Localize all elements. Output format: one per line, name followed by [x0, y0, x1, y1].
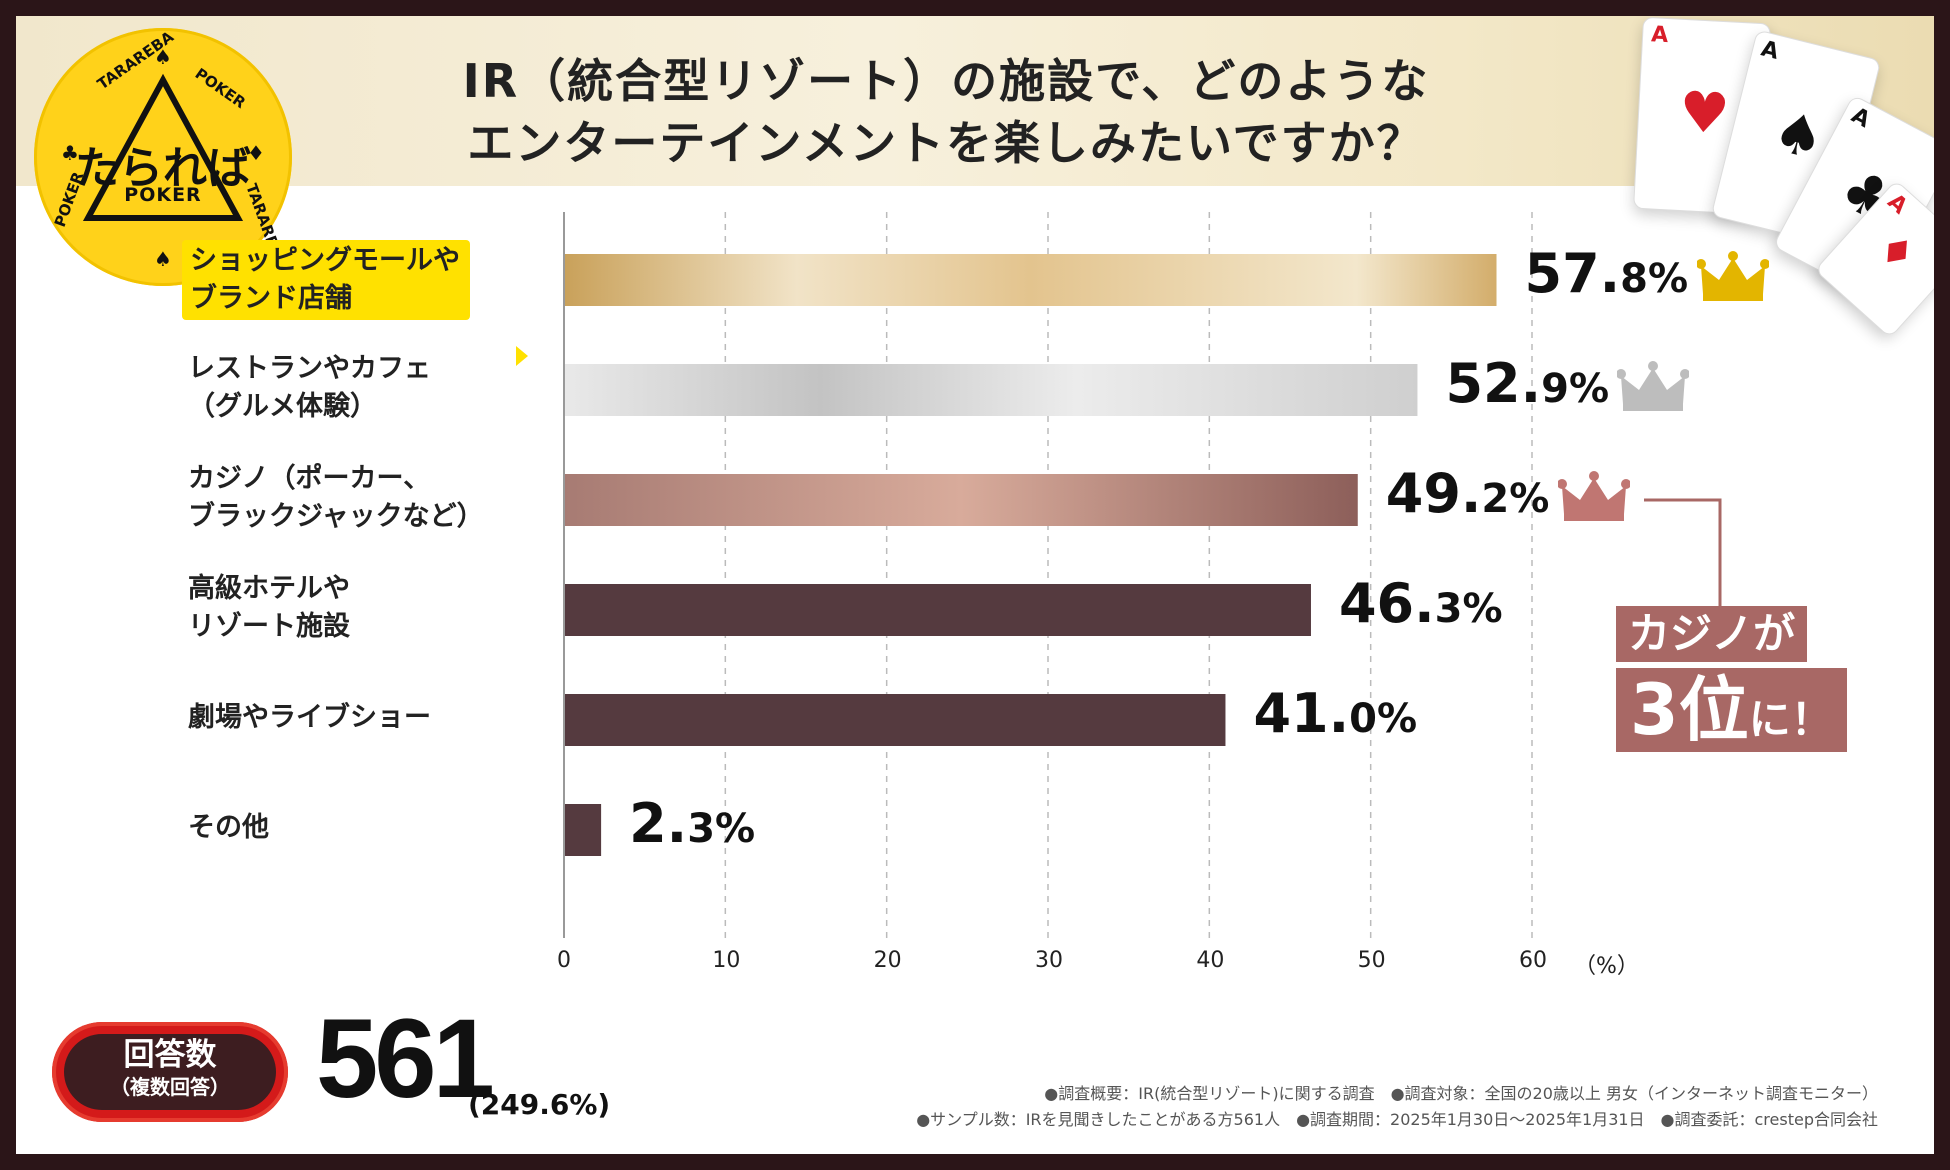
response-count: 561 [316, 996, 495, 1121]
response-count-badge: 回答数 （複数回答） [52, 1022, 288, 1122]
x-tick-label: 10 [712, 948, 741, 973]
badge-title: 回答数 [123, 1037, 217, 1073]
callout-rank-big: 3位 [1630, 669, 1749, 751]
logo-title: たられば [75, 143, 251, 194]
x-axis-unit: （%） [1574, 954, 1639, 979]
svg-text:♠: ♠ [154, 45, 172, 69]
logo-triangle-icon: ♠ ♣ ♦ ♠ TARAREBA POKER TARAREBA POKER [51, 28, 290, 271]
value-int: 46. [1338, 572, 1435, 635]
badge-subtitle: （複数回答） [110, 1075, 230, 1099]
bar [564, 584, 1311, 636]
value-label: 49.2% [1386, 462, 1550, 525]
x-tick-label: 50 [1357, 948, 1386, 973]
crown-icon [1696, 251, 1769, 301]
grid-lines [724, 212, 1533, 938]
value-decimal: 3 [1434, 586, 1463, 632]
highlight-arrow [516, 346, 528, 366]
value-percent: % [1648, 256, 1689, 302]
survey-note-1: ●調査概要：IR(統合型リゾート)に関する調査 ●調査対象：全国の20歳以上 男… [1044, 1084, 1878, 1103]
page-title: IR（統合型リゾート）の施設で、どのような エンターテインメントを楽しみたいです… [396, 50, 1496, 174]
infographic: IR（統合型リゾート）の施設で、どのような エンターテインメントを楽しみたいです… [16, 16, 1934, 1154]
svg-text:♣: ♣ [61, 141, 79, 165]
value-label: 41.0% [1253, 682, 1417, 745]
category-label: その他 [188, 812, 269, 843]
bar [564, 474, 1358, 526]
value-decimal: 8 [1620, 256, 1649, 302]
bar-chart: ショッピングモールや ブランド店舗 57.8% レストランやカフェ （グルメ体験） 5… [16, 16, 1934, 1154]
value-percent: % [1509, 476, 1550, 522]
value-percent: % [715, 806, 756, 852]
value-label: 46.3% [1339, 572, 1503, 635]
response-count-pct: (249.6%) [468, 1088, 611, 1121]
value-int: 52. [1445, 352, 1542, 415]
bars [564, 254, 1497, 856]
value-label: 52.9% [1445, 352, 1609, 415]
value-decimal: 0 [1349, 696, 1377, 742]
x-tick-label: 30 [1035, 948, 1063, 973]
category-label: 劇場やライブショー [188, 702, 431, 733]
category-label: 高級ホテルや リゾート施設 [188, 573, 350, 642]
value-int: 2. [629, 792, 688, 855]
value-decimal: 3 [687, 806, 716, 852]
svg-text:♠: ♠ [154, 247, 172, 271]
value-decimal: 2 [1481, 476, 1510, 522]
chart-canvas [563, 212, 1722, 938]
header-band [16, 16, 1934, 186]
x-tick-label: 20 [873, 948, 902, 973]
x-tick-label: 60 [1519, 948, 1547, 973]
callout-connector [1644, 498, 1722, 616]
bar [564, 694, 1226, 746]
value-label: 57.8% [1525, 242, 1689, 305]
callout-casino: カジノが [1616, 606, 1808, 662]
bar [564, 804, 602, 856]
x-tick-label: 0 [557, 948, 571, 973]
callout-rank-small: に！ [1748, 695, 1833, 744]
category-label: ショッピングモールや ブランド店舗 [182, 240, 470, 320]
value-int: 57. [1524, 242, 1621, 305]
bar [564, 364, 1418, 416]
bar [564, 254, 1497, 306]
title-line-2: エンターテインメントを楽しみたいですか？ [467, 116, 1425, 170]
category-label: レストランやカフェ （グルメ体験） [188, 353, 431, 422]
survey-note-2: ●サンプル数：IRを見聞きしたことがある方561人 ●調査期間：2025年1月3… [916, 1110, 1878, 1129]
x-tick-label: 40 [1196, 948, 1225, 973]
crown-icon [1617, 361, 1690, 411]
value-label: 2.3% [629, 792, 755, 855]
title-line-1: IR（統合型リゾート）の施設で、どのような [462, 54, 1430, 108]
value-percent: % [1376, 696, 1418, 742]
value-decimal: 9 [1541, 366, 1569, 412]
value-int: 49. [1385, 462, 1482, 525]
svg-text:♦: ♦ [247, 141, 265, 165]
callout-rank: 3位に！ [1616, 668, 1847, 752]
logo-subtitle: POKER [124, 184, 202, 206]
value-int: 41. [1253, 682, 1350, 745]
crown-icon [1557, 471, 1630, 521]
category-label: カジノ（ポーカー、 ブラックジャックなど） [188, 463, 484, 532]
value-percent: % [1462, 586, 1503, 632]
value-percent: % [1568, 366, 1610, 412]
